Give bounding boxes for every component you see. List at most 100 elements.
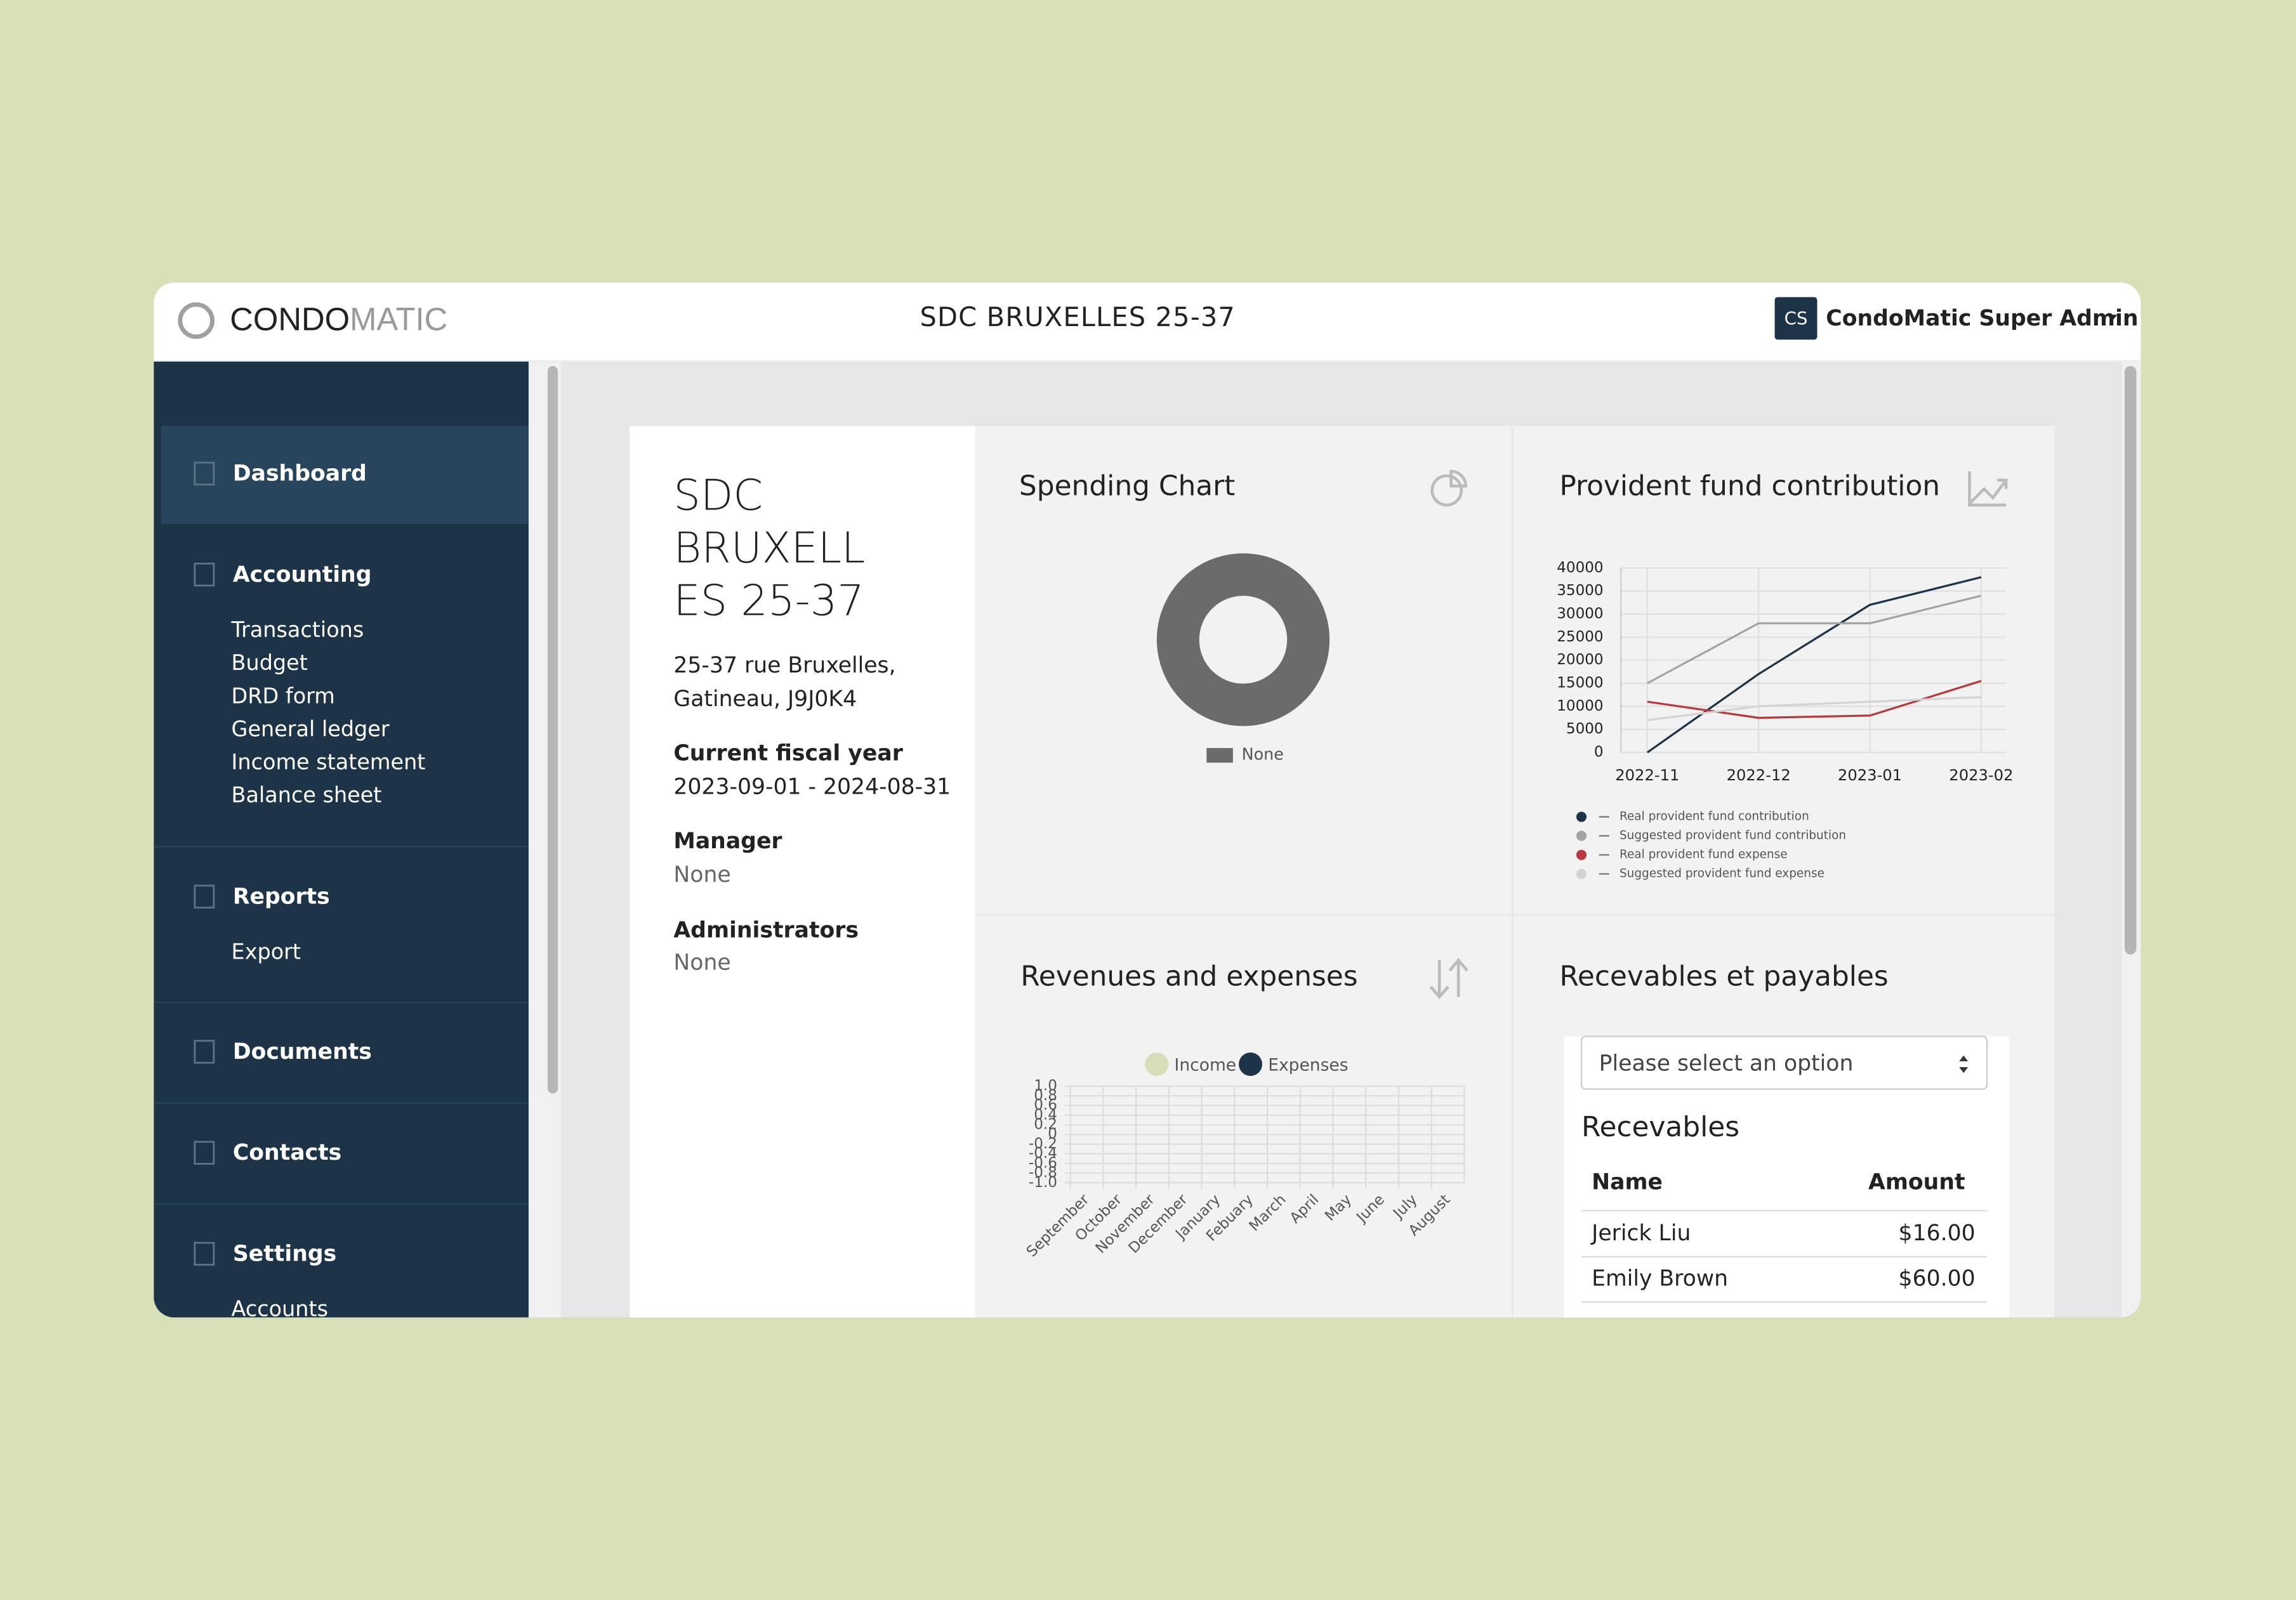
column-header: Name bbox=[1592, 1169, 1663, 1195]
field-label: Administrators bbox=[673, 918, 859, 943]
legend-dot bbox=[1576, 849, 1587, 860]
legend-label: None bbox=[1242, 745, 1284, 764]
nav-icon bbox=[194, 461, 215, 486]
legend-label[interactable]: Expenses bbox=[1268, 1055, 1348, 1075]
y-tick-label: 0.6 bbox=[1034, 1097, 1057, 1113]
nav-item[interactable]: Balance sheet bbox=[232, 783, 382, 808]
donut-ring bbox=[1156, 553, 1330, 726]
y-tick-label: -0.2 bbox=[1029, 1136, 1057, 1152]
nav-icon bbox=[194, 562, 215, 587]
x-tick-label: 2022-11 bbox=[1615, 766, 1679, 784]
logo-icon bbox=[178, 302, 215, 339]
nav-icon bbox=[194, 1141, 215, 1165]
table-title: Recevables bbox=[1581, 1111, 1739, 1143]
cell-name: Jerick Liu bbox=[1590, 1221, 1691, 1246]
nav-item[interactable]: Accounts bbox=[232, 1297, 328, 1321]
y-tick-label: -0.4 bbox=[1029, 1145, 1057, 1162]
nav-section[interactable]: Accounting bbox=[233, 562, 372, 587]
active-nav bbox=[161, 426, 544, 525]
cell-name: Emily Brown bbox=[1592, 1266, 1728, 1292]
y-tick-label: 0.4 bbox=[1034, 1106, 1057, 1123]
avatar[interactable] bbox=[1774, 297, 1818, 340]
panel-title: Provident fund contribution bbox=[1559, 469, 1940, 502]
page-title: SDC BRUXELLES 25-37 bbox=[920, 301, 1236, 332]
legend-label[interactable]: Suggested provident fund contribution bbox=[1620, 829, 1846, 843]
name-line: ES 25-37 bbox=[673, 575, 864, 625]
legend-dot bbox=[1576, 811, 1587, 822]
legend-label[interactable]: Suggested provident fund expense bbox=[1620, 867, 1824, 881]
panel-title: Recevables et payables bbox=[1559, 960, 1888, 992]
nav-item[interactable]: DRD form bbox=[232, 683, 335, 708]
y-tick-label: 15000 bbox=[1557, 674, 1603, 691]
building-name: SDC BRUXELL ES 25-37 bbox=[673, 470, 865, 625]
pie-icon bbox=[1430, 469, 1468, 507]
logo-right: MATIC bbox=[350, 301, 447, 338]
y-tick-label: 5000 bbox=[1566, 721, 1604, 737]
y-tick-label: 1.0 bbox=[1034, 1078, 1057, 1094]
address-line: Gatineau, J9J0K4 bbox=[673, 686, 857, 712]
panel-title: Spending Chart bbox=[1019, 469, 1235, 502]
series-line bbox=[1647, 679, 1982, 719]
x-tick-label: 2023-01 bbox=[1838, 766, 1902, 784]
nav-item[interactable]: Budget bbox=[232, 650, 308, 675]
x-tick-label: 2022-12 bbox=[1727, 766, 1791, 784]
nav-section[interactable]: Documents bbox=[233, 1039, 372, 1065]
series-line bbox=[1647, 696, 1981, 721]
info-card bbox=[630, 426, 975, 1318]
legend-dot bbox=[1576, 869, 1587, 879]
y-tick-label: -0.6 bbox=[1029, 1155, 1057, 1171]
y-tick-label: 20000 bbox=[1557, 652, 1603, 668]
nav-icon bbox=[194, 884, 215, 908]
y-tick-label: 0.2 bbox=[1034, 1117, 1057, 1133]
field-value: None bbox=[673, 862, 730, 888]
nav-section[interactable]: Reports bbox=[233, 884, 330, 909]
nav-item[interactable]: Income statement bbox=[232, 750, 426, 775]
y-tick-label: 0 bbox=[1594, 744, 1604, 761]
nav-icon bbox=[194, 1040, 215, 1064]
cell-amount: $60.00 bbox=[1899, 1266, 1976, 1292]
legend-dot bbox=[1576, 830, 1587, 841]
nav-section[interactable]: Settings bbox=[233, 1241, 336, 1266]
legend-label[interactable]: Real provident fund contribution bbox=[1620, 810, 1809, 823]
nav-section[interactable]: Dashboard bbox=[233, 461, 367, 487]
select[interactable] bbox=[1580, 1035, 1988, 1090]
nav-item[interactable]: Transactions bbox=[231, 617, 364, 642]
sort-icon bbox=[1429, 958, 1468, 999]
x-tick-label: 2023-02 bbox=[1949, 766, 2013, 784]
legend-swatch bbox=[1206, 748, 1233, 763]
column-header: Amount bbox=[1868, 1169, 1965, 1195]
select-arrows bbox=[1959, 1055, 1969, 1073]
window: CONDOMATIC SDC BRUXELLES 25-37 CS CondoM… bbox=[154, 282, 2141, 1321]
y-tick-label: -1.0 bbox=[1029, 1174, 1057, 1191]
legend-dot bbox=[1145, 1052, 1169, 1076]
main-scrollbar[interactable] bbox=[2125, 365, 2137, 955]
user-menu[interactable]: CondoMatic Super Admin bbox=[1826, 306, 2138, 331]
y-tick-label: 35000 bbox=[1557, 582, 1603, 599]
caret bbox=[2107, 315, 2118, 321]
address-line: 25-37 rue Bruxelles, bbox=[673, 653, 895, 678]
legend-label[interactable]: Income bbox=[1175, 1055, 1237, 1075]
y-tick-label: 0.8 bbox=[1034, 1087, 1057, 1104]
field-label: Current fiscal year bbox=[673, 740, 902, 766]
name-line: BRUXELL bbox=[673, 523, 865, 572]
logo: CONDOMATIC bbox=[230, 301, 447, 338]
sidebar-scrollbar[interactable] bbox=[547, 365, 558, 1094]
y-tick-label: 25000 bbox=[1557, 629, 1603, 645]
series-line bbox=[1647, 594, 1982, 685]
avatar-initials: CS bbox=[1785, 308, 1808, 329]
field-label: Manager bbox=[673, 829, 782, 854]
y-tick-label: 40000 bbox=[1557, 560, 1603, 576]
nav-item[interactable]: Export bbox=[232, 940, 301, 964]
field-value: 2023-09-01 - 2024-08-31 bbox=[673, 774, 951, 799]
nav-item[interactable]: General ledger bbox=[232, 716, 390, 741]
y-tick-label: 10000 bbox=[1557, 698, 1603, 714]
panel-title: Revenues and expenses bbox=[1020, 960, 1357, 992]
logo-left: CONDO bbox=[230, 301, 350, 338]
nav-section[interactable]: Contacts bbox=[233, 1140, 341, 1165]
legend-label[interactable]: Real provident fund expense bbox=[1620, 848, 1788, 862]
cell-amount: $16.00 bbox=[1899, 1221, 1976, 1246]
field-value: None bbox=[673, 950, 730, 975]
select-placeholder: Please select an option bbox=[1599, 1051, 1854, 1076]
